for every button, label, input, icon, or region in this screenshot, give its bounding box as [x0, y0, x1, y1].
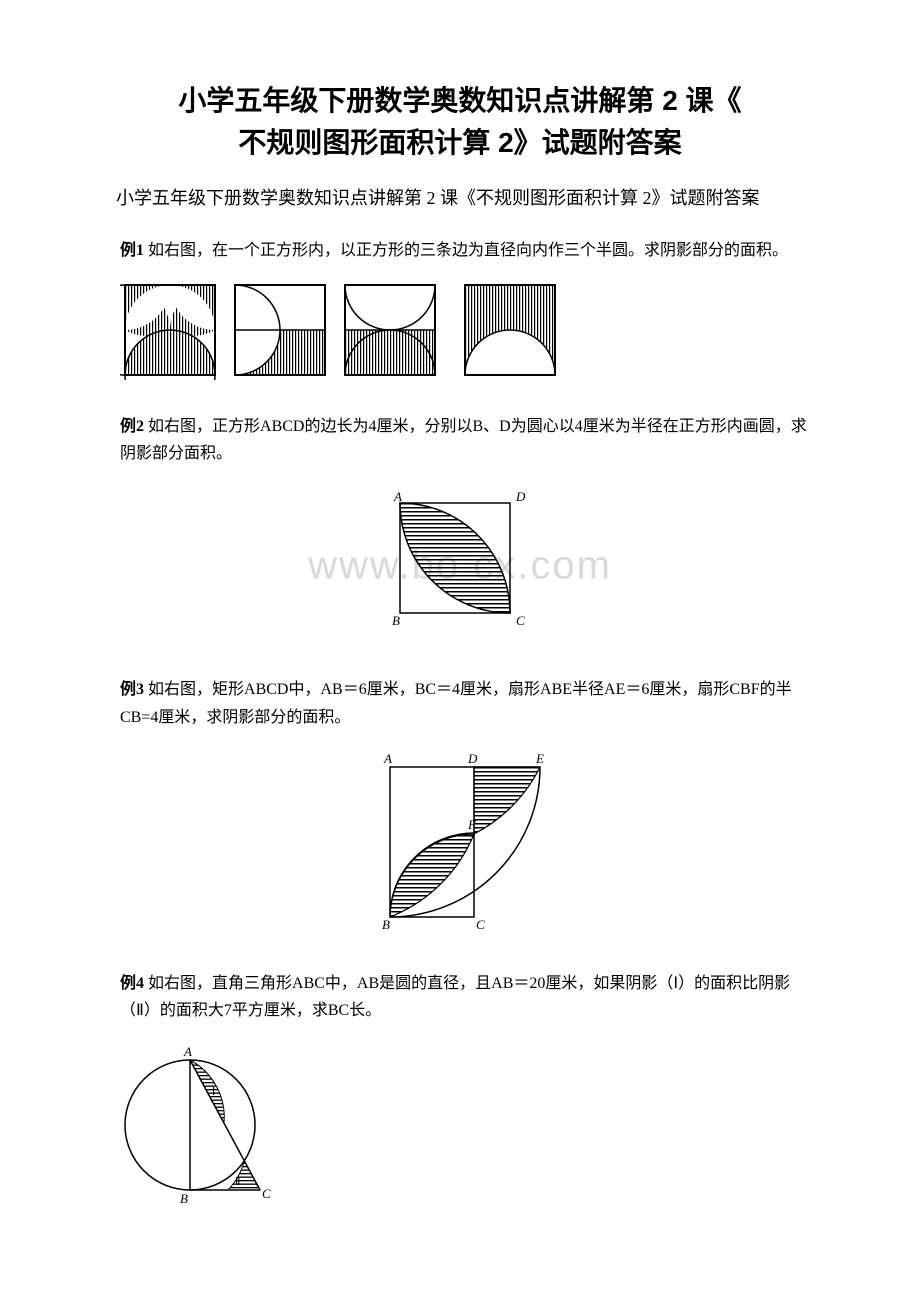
problem-1: 例1 如右图，在一个正方形内，以正方形的三条边为直径向内作三个半圆。求阴影部分的…: [120, 237, 820, 264]
label-A4: A: [183, 1044, 192, 1059]
label-A: A: [393, 489, 402, 504]
problem-4: 例4 如右图，直角三角形ABC中，AB是圆的直径，且AB＝20厘米，如果阴影（Ⅰ…: [120, 970, 820, 1024]
label-C3: C: [476, 917, 485, 932]
figure-4: A B C Ⅰ Ⅱ: [120, 1040, 300, 1210]
problem-1-text: 如右图，在一个正方形内，以正方形的三条边为直径向内作三个半圆。求阴影部分的面积。: [148, 242, 788, 259]
figure-2-wrap: www.bo cx.com A D B C: [80, 483, 840, 648]
problem-1-label: 例1: [120, 242, 144, 259]
problem-4-label: 例4: [120, 975, 144, 992]
page-title: 小学五年级下册数学奥数知识点讲解第 2 课《 不规则图形面积计算 2》试题附答案: [80, 80, 840, 164]
label-C4: C: [262, 1186, 271, 1201]
title-line-2: 不规则图形面积计算 2》试题附答案: [238, 127, 681, 158]
problem-3-label: 例3: [120, 681, 144, 698]
label-B: B: [392, 613, 400, 628]
figure-4-wrap: A B C Ⅰ Ⅱ: [120, 1040, 840, 1215]
subtitle: 小学五年级下册数学奥数知识点讲解第 2 课《不规则图形面积计算 2》试题附答案: [80, 184, 840, 213]
figure-2: A D B C: [370, 483, 550, 643]
title-line-1: 小学五年级下册数学奥数知识点讲解第 2 课《: [178, 85, 741, 116]
label-I: Ⅰ: [212, 1086, 215, 1098]
problem-2-label: 例2: [120, 418, 144, 435]
figure-1: [120, 280, 620, 380]
figure-3: A D E B C F: [350, 747, 570, 937]
label-B4: B: [180, 1191, 188, 1206]
problem-4-text: 如右图，直角三角形ABC中，AB是圆的直径，且AB＝20厘米，如果阴影（Ⅰ）的面…: [120, 975, 790, 1019]
problem-2-text: 如右图，正方形ABCD的边长为4厘米，分别以B、D为圆心以4厘米为半径在正方形内…: [120, 418, 807, 462]
figure-1-row: [120, 280, 840, 385]
label-A3: A: [383, 751, 392, 766]
label-E3: E: [535, 751, 544, 766]
problem-3: 例3 如右图，矩形ABCD中，AB＝6厘米，BC＝4厘米，扇形ABE半径AE＝6…: [120, 676, 820, 730]
label-D3: D: [467, 751, 478, 766]
label-B3: B: [382, 917, 390, 932]
figure-3-wrap: A D E B C F: [80, 747, 840, 942]
problem-2: 例2 如右图，正方形ABCD的边长为4厘米，分别以B、D为圆心以4厘米为半径在正…: [120, 413, 820, 467]
label-II: Ⅱ: [235, 1176, 240, 1188]
problem-3-text: 如右图，矩形ABCD中，AB＝6厘米，BC＝4厘米，扇形ABE半径AE＝6厘米，…: [120, 681, 792, 725]
label-D: D: [515, 489, 526, 504]
label-C: C: [516, 613, 525, 628]
